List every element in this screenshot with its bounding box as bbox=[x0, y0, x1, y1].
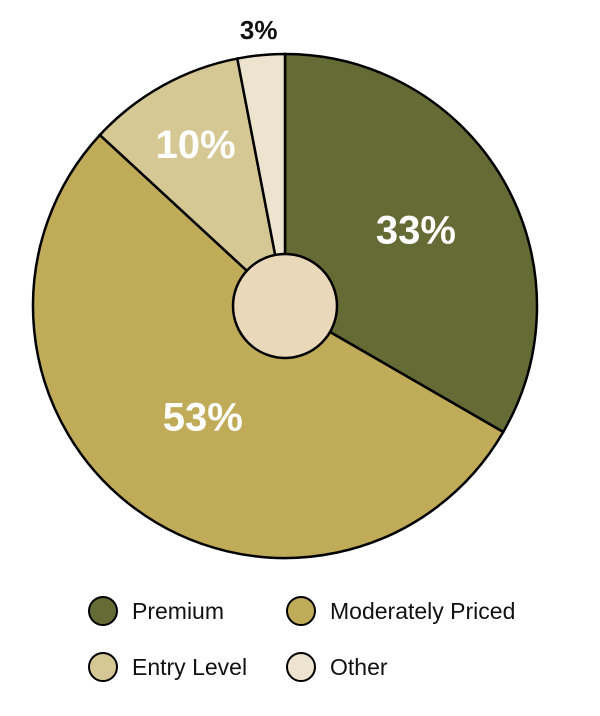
data-label-moderately-priced: 53% bbox=[163, 396, 243, 440]
data-label-entry-level: 10% bbox=[156, 123, 236, 167]
pie-labels: 33% 53% 10% 3% bbox=[156, 15, 456, 440]
pie-center bbox=[231, 252, 339, 360]
data-label-other: 3% bbox=[240, 15, 278, 45]
pie-slice-entry-level bbox=[98, 57, 287, 310]
pie-slice-other bbox=[235, 52, 287, 307]
pie-slices bbox=[31, 52, 539, 560]
pie-slice-premium bbox=[283, 52, 539, 434]
data-label-premium: 33% bbox=[376, 208, 456, 252]
